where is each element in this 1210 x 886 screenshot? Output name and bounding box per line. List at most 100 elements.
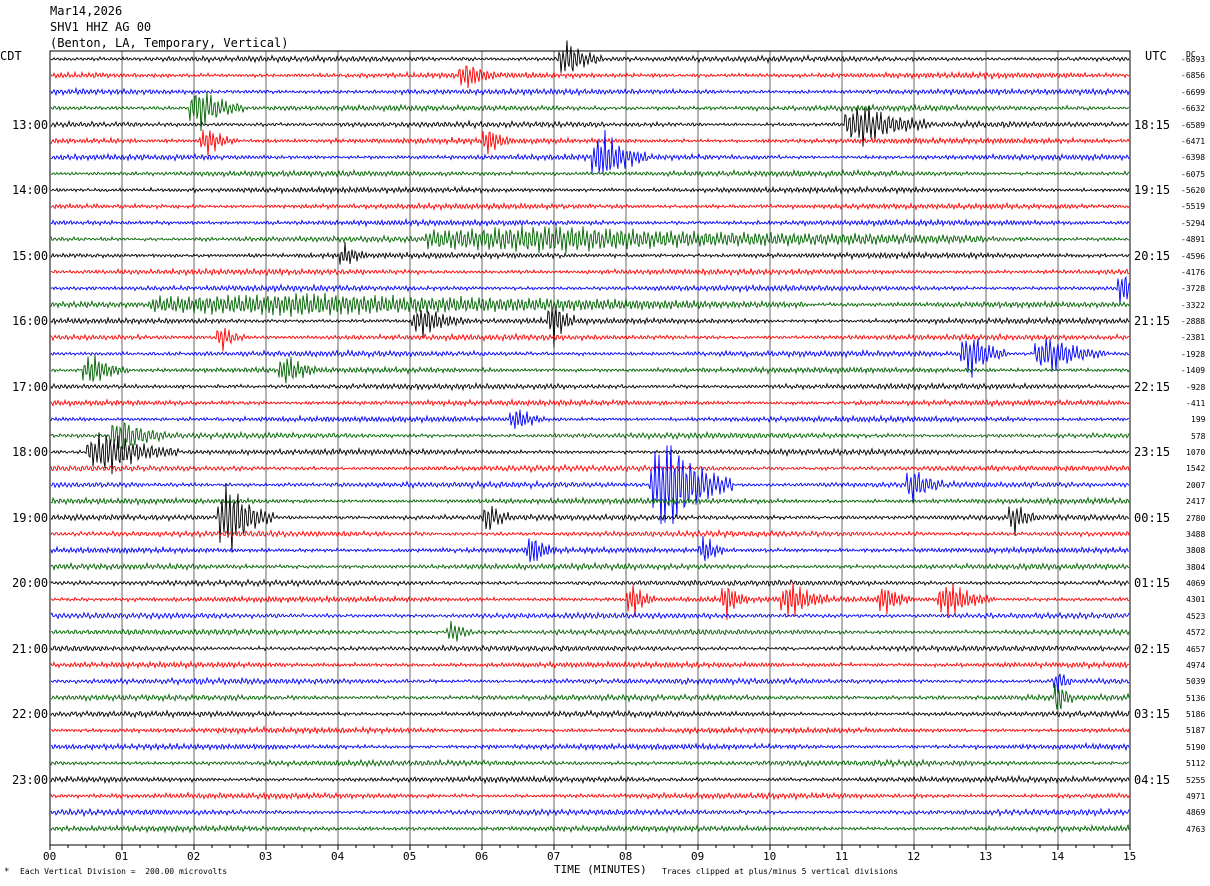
dc-offset-value: 199 — [1191, 415, 1206, 425]
dc-offset-value: 2007 — [1186, 480, 1206, 490]
header-location: (Benton, LA, Temporary, Vertical) — [50, 36, 289, 50]
seismic-trace-10 — [50, 201, 1130, 212]
dc-offset-value: -3728 — [1181, 284, 1206, 294]
dc-offset-value: -6893 — [1181, 55, 1206, 64]
seismic-trace-8 — [50, 168, 1130, 179]
dc-offset-value: -5294 — [1181, 218, 1206, 228]
x-tick-label: 14 — [1051, 850, 1065, 863]
left-time-label: 17:00 — [12, 379, 49, 394]
seismic-trace-34 — [50, 582, 1130, 620]
seismic-trace-3 — [50, 86, 1130, 97]
dc-offset-value: 4971 — [1186, 791, 1206, 801]
seismic-trace-45 — [50, 774, 1130, 785]
x-tick-label: 00 — [43, 850, 57, 863]
x-tick-label: 07 — [547, 850, 561, 863]
right-time-label: 20:15 — [1134, 248, 1171, 263]
dc-offset-value: -2888 — [1181, 317, 1206, 326]
x-tick-label: 06 — [475, 850, 489, 863]
seismic-trace-23 — [50, 409, 1130, 429]
seismic-trace-46 — [50, 791, 1130, 801]
dc-offset-value: 3804 — [1186, 562, 1206, 572]
seismic-trace-15 — [50, 275, 1130, 305]
seismic-trace-30 — [50, 528, 1130, 539]
dc-offset-value: -4891 — [1181, 235, 1206, 245]
seismic-trace-12 — [50, 226, 1130, 254]
x-tick-label: 04 — [331, 850, 345, 863]
seismic-trace-20 — [50, 354, 1130, 384]
x-tick-label: 11 — [835, 850, 849, 863]
dc-offset-value: -928 — [1186, 382, 1206, 392]
seismic-trace-47 — [50, 807, 1130, 818]
x-tick-label: 02 — [187, 850, 201, 863]
seismic-trace-18 — [50, 327, 1130, 352]
x-tick-label: 01 — [115, 850, 129, 863]
dc-offset-value: -2381 — [1181, 333, 1206, 343]
header-station: SHV1 HHZ AG 00 — [50, 20, 152, 34]
seismic-trace-48 — [50, 823, 1130, 834]
x-tick-label: 03 — [259, 850, 273, 863]
x-tick-label: 12 — [907, 850, 921, 863]
x-tick-label: 08 — [619, 850, 633, 863]
dc-offset-value: 5039 — [1186, 677, 1206, 687]
dc-offset-value: 4869 — [1186, 808, 1206, 818]
dc-offset-header: DC — [1186, 50, 1196, 59]
seismic-trace-37 — [50, 644, 1130, 654]
dc-offset-value: -411 — [1186, 398, 1206, 408]
right-time-label: 23:15 — [1134, 445, 1171, 459]
seismic-trace-25 — [50, 432, 1130, 475]
dc-offset-value: -3322 — [1181, 300, 1206, 310]
dc-offset-value: 3808 — [1186, 546, 1206, 556]
dc-offset-value: -6075 — [1181, 169, 1206, 179]
dc-offset-value: 5187 — [1186, 726, 1206, 736]
right-time-label: 22:15 — [1134, 379, 1171, 394]
seismic-trace-14 — [50, 267, 1130, 277]
seismic-trace-36 — [50, 620, 1130, 642]
seismic-trace-43 — [50, 741, 1130, 752]
seismic-trace-22 — [50, 398, 1130, 408]
right-time-label: 02:15 — [1134, 641, 1171, 656]
seismic-trace-13 — [50, 242, 1130, 265]
x-tick-label: 13 — [979, 850, 993, 863]
left-time-label: 15:00 — [12, 248, 49, 263]
dc-offset-value: -1928 — [1181, 349, 1206, 359]
left-time-label: 21:00 — [12, 641, 49, 656]
x-tick-label: 10 — [763, 850, 777, 863]
corner-mark: * — [4, 867, 10, 877]
x-tick-label: 15 — [1123, 850, 1137, 863]
dc-offset-value: 578 — [1191, 431, 1206, 441]
dc-offset-value: 4763 — [1186, 824, 1206, 834]
seismic-trace-4 — [50, 92, 1130, 132]
dc-offset-value: 4572 — [1186, 628, 1206, 638]
left-time-label: 22:00 — [12, 707, 49, 721]
seismic-trace-32 — [50, 561, 1130, 572]
seismic-trace-39 — [50, 673, 1130, 696]
seismic-trace-40 — [50, 683, 1130, 710]
footer-scale: Each Vertical Division = 200.00 microvol… — [20, 867, 228, 876]
seismic-trace-33 — [50, 578, 1130, 588]
footer-clip: Traces clipped at plus/minus 5 vertical … — [662, 867, 899, 876]
seismic-trace-24 — [50, 421, 1130, 450]
dc-offset-value: -6398 — [1181, 153, 1206, 163]
seismic-trace-26 — [50, 463, 1130, 474]
left-timezone-label: CDT — [0, 49, 22, 63]
dc-offset-value: 2417 — [1186, 497, 1206, 507]
right-time-label: 00:15 — [1134, 510, 1171, 525]
dc-offset-value: 1542 — [1186, 464, 1206, 474]
seismic-trace-31 — [50, 536, 1130, 563]
dc-offset-value: -5620 — [1181, 186, 1206, 195]
seismic-trace-44 — [50, 758, 1130, 769]
left-time-label: 13:00 — [12, 117, 49, 132]
dc-offset-value: 5190 — [1186, 742, 1206, 752]
dc-offset-value: 4069 — [1186, 579, 1206, 588]
x-axis-label: TIME (MINUTES) — [554, 863, 647, 876]
seismic-trace-29 — [50, 483, 1130, 553]
seismic-trace-35 — [50, 611, 1130, 621]
right-time-label: 01:15 — [1134, 576, 1171, 590]
seismic-trace-19 — [50, 338, 1130, 378]
seismic-trace-27 — [50, 445, 1130, 525]
dc-offset-value: -1409 — [1181, 366, 1206, 376]
right-time-label: 18:15 — [1134, 117, 1171, 132]
seismic-trace-5 — [50, 105, 1130, 147]
right-timezone-label: UTC — [1145, 49, 1167, 63]
